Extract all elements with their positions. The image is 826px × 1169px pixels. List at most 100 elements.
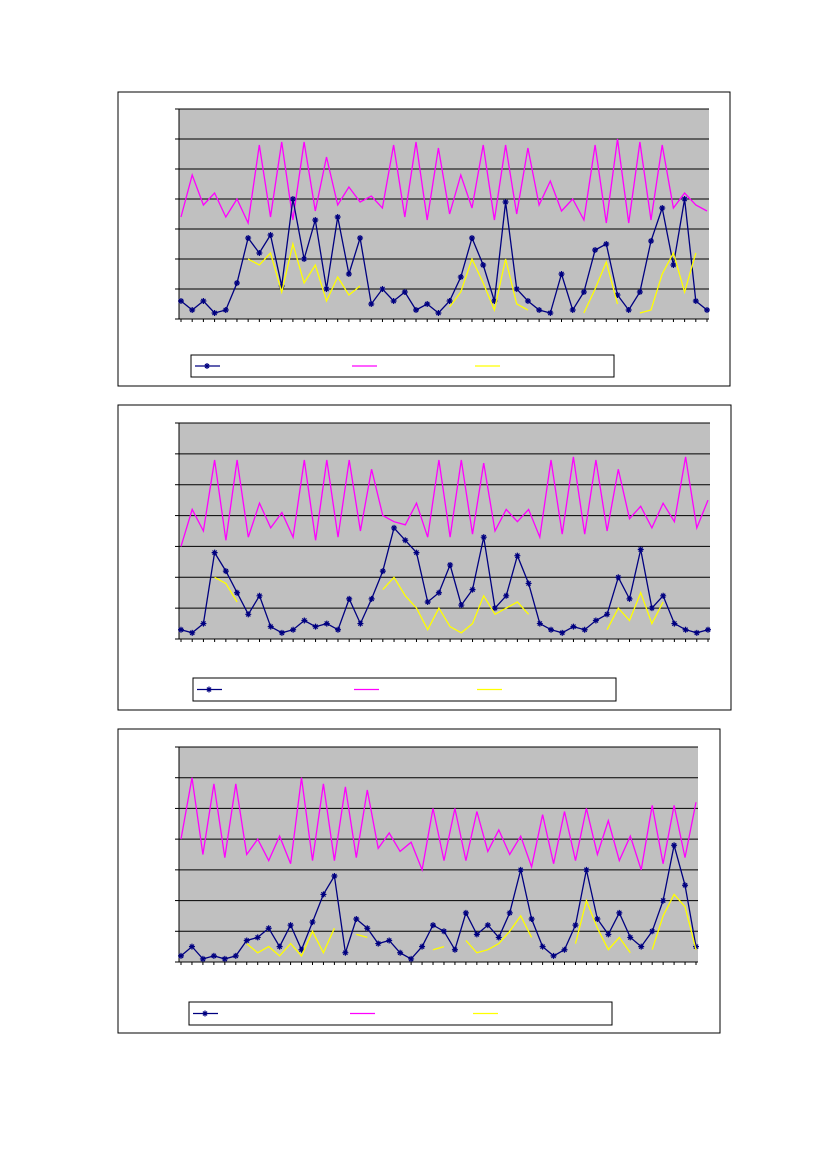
data-marker <box>346 595 353 602</box>
data-marker <box>626 595 633 602</box>
data-marker <box>525 580 532 587</box>
data-marker <box>267 232 274 238</box>
data-marker <box>189 629 196 636</box>
data-marker <box>379 568 386 575</box>
data-marker <box>638 943 645 950</box>
data-marker <box>580 289 587 295</box>
data-marker <box>536 307 543 313</box>
data-marker <box>301 256 308 262</box>
data-marker <box>569 307 576 313</box>
series-line <box>180 456 709 547</box>
data-marker <box>491 298 498 304</box>
data-marker <box>491 605 498 612</box>
data-marker <box>301 617 308 624</box>
legend-marker <box>206 686 212 693</box>
data-marker <box>458 602 465 609</box>
data-marker <box>408 955 415 962</box>
series-line <box>180 526 709 634</box>
data-marker <box>513 286 520 292</box>
data-marker <box>592 617 599 624</box>
data-marker <box>289 196 296 202</box>
data-marker <box>503 592 510 599</box>
data-marker <box>572 922 579 929</box>
data-marker <box>517 866 524 873</box>
data-marker <box>189 307 196 313</box>
data-marker <box>615 574 622 581</box>
data-marker <box>469 586 476 593</box>
data-marker <box>334 626 341 633</box>
data-marker <box>671 842 678 849</box>
data-marker <box>298 946 305 953</box>
data-marker <box>364 925 371 932</box>
data-marker <box>419 943 426 950</box>
data-marker <box>200 620 207 627</box>
data-marker <box>245 235 252 241</box>
data-marker <box>502 199 509 205</box>
data-marker <box>659 205 666 211</box>
data-marker <box>447 561 454 568</box>
data-marker <box>660 897 667 904</box>
data-marker <box>682 626 689 633</box>
data-marker <box>199 955 206 962</box>
data-marker <box>368 595 375 602</box>
data-marker <box>583 866 590 873</box>
data-marker <box>357 620 364 627</box>
data-marker <box>222 307 229 313</box>
data-marker <box>435 589 442 596</box>
data-marker <box>320 891 327 898</box>
series-line <box>247 241 697 314</box>
data-marker <box>435 310 442 316</box>
data-marker <box>561 946 568 953</box>
chart <box>117 728 721 1034</box>
data-marker <box>440 928 447 935</box>
data-marker <box>312 217 319 223</box>
plot-area <box>179 109 709 319</box>
data-marker <box>614 292 621 298</box>
data-marker <box>379 286 386 292</box>
data-marker <box>390 298 397 304</box>
data-marker <box>616 909 623 916</box>
data-marker <box>178 626 184 633</box>
data-marker <box>254 934 261 941</box>
data-marker <box>375 940 382 947</box>
data-marker <box>221 955 228 962</box>
data-marker <box>234 589 241 596</box>
data-marker <box>649 928 656 935</box>
data-marker <box>200 298 207 304</box>
data-marker <box>267 623 274 630</box>
data-marker <box>637 546 644 553</box>
data-marker <box>704 307 710 313</box>
data-marker <box>256 592 263 599</box>
data-marker <box>402 537 409 544</box>
data-marker <box>559 629 566 636</box>
data-marker <box>570 623 577 630</box>
data-marker <box>323 620 330 627</box>
series-line <box>180 138 708 226</box>
data-marker <box>581 626 588 633</box>
data-marker <box>550 952 557 959</box>
data-marker <box>480 534 487 541</box>
data-marker <box>457 274 464 280</box>
data-marker <box>603 241 610 247</box>
data-marker <box>424 301 431 307</box>
data-marker <box>323 286 330 292</box>
data-marker <box>342 949 349 956</box>
data-marker <box>682 882 689 889</box>
data-marker <box>211 310 218 316</box>
series-line <box>246 893 697 958</box>
data-marker <box>625 307 632 313</box>
legend-marker <box>202 1010 208 1017</box>
data-marker <box>278 283 285 289</box>
data-marker <box>245 611 252 618</box>
data-marker <box>278 629 285 636</box>
data-marker <box>446 298 453 304</box>
data-marker <box>178 952 184 959</box>
data-marker <box>331 873 338 879</box>
data-marker <box>548 626 555 633</box>
data-marker <box>514 552 521 559</box>
data-marker <box>430 922 437 929</box>
data-marker <box>451 946 458 953</box>
plot-area <box>179 747 698 962</box>
data-marker <box>210 952 217 959</box>
